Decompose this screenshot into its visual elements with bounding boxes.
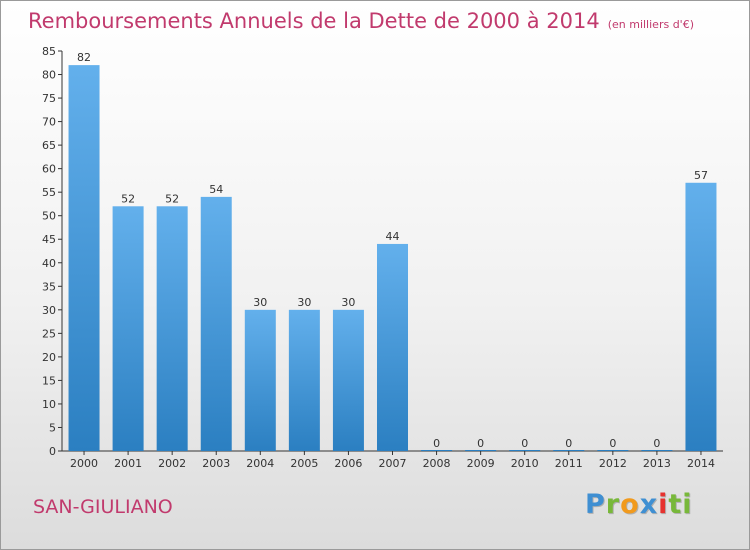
data-label-2008: 0 (433, 437, 440, 450)
x-tick-label: 2007 (379, 457, 407, 470)
bar-2000 (68, 65, 100, 451)
y-tick-label: 30 (42, 304, 56, 317)
bar-2003 (200, 196, 232, 451)
data-label-2001: 52 (121, 192, 135, 205)
bar-2009 (465, 450, 497, 451)
bar-2014 (685, 182, 717, 451)
data-label-2004: 30 (253, 296, 267, 309)
logo-letter: P (585, 489, 606, 520)
data-label-2009: 0 (477, 437, 484, 450)
logo-letter: ti (668, 489, 693, 520)
logo-letter: x (639, 489, 659, 520)
data-label-2005: 30 (297, 296, 311, 309)
bar-2013 (641, 450, 673, 451)
bar-2005 (288, 309, 320, 451)
x-tick-label: 2011 (555, 457, 583, 470)
x-tick-label: 2001 (114, 457, 142, 470)
y-tick-label: 5 (49, 421, 56, 434)
data-label-2002: 52 (165, 192, 179, 205)
chart-bars (68, 65, 717, 451)
bar-2012 (597, 450, 629, 451)
y-tick-label: 20 (42, 351, 56, 364)
data-label-2011: 0 (565, 437, 572, 450)
data-label-2013: 0 (653, 437, 660, 450)
chart-unit-label: (en milliers d'€) (607, 18, 694, 31)
chart-axes: 0 5 10 15 20 25 30 35 40 45 50 55 60 65 70 75 80 85 (42, 45, 723, 458)
y-tick-label: 70 (42, 116, 56, 129)
x-tick-label: 2014 (687, 457, 715, 470)
y-tick-label: 60 (42, 163, 56, 176)
bar-2010 (509, 450, 541, 451)
y-tick-label: 35 (42, 280, 56, 293)
y-tick-label: 45 (42, 233, 56, 246)
data-label-2003: 54 (209, 183, 223, 196)
bar-2002 (156, 206, 188, 451)
y-tick-label: 85 (42, 45, 56, 58)
x-tick-label: 2004 (246, 457, 274, 470)
chart-title: Remboursements Annuels de la Dette de 20… (28, 9, 694, 33)
data-label-2000: 82 (77, 51, 91, 64)
x-tick-label: 2003 (202, 457, 230, 470)
x-tick-label: 2006 (334, 457, 362, 470)
x-tick-label: 2005 (290, 457, 318, 470)
data-label-2006: 30 (341, 296, 355, 309)
data-label-2007: 44 (386, 230, 400, 243)
bar-2011 (553, 450, 585, 451)
y-tick-label: 10 (42, 398, 56, 411)
y-tick-label: 40 (42, 257, 56, 270)
bar-2006 (332, 309, 364, 451)
x-tick-label: 2010 (511, 457, 539, 470)
data-label-2014: 57 (694, 169, 708, 182)
x-tick-label: 2002 (158, 457, 186, 470)
chart-labels: 2000 82 2001 52 2002 52 2003 54 2004 30 2005 30 2006… (70, 51, 715, 470)
bar-2004 (244, 309, 276, 451)
y-tick-label: 65 (42, 139, 56, 152)
x-tick-label: 2008 (423, 457, 451, 470)
x-tick-label: 2000 (70, 457, 98, 470)
logo-letter: r (605, 489, 621, 520)
y-tick-label: 80 (42, 69, 56, 82)
y-tick-label: 55 (42, 186, 56, 199)
y-tick-label: 25 (42, 327, 56, 340)
bar-2007 (377, 243, 408, 451)
x-tick-label: 2012 (599, 457, 627, 470)
y-tick-label: 15 (42, 374, 56, 387)
data-label-2010: 0 (521, 437, 528, 450)
y-tick-label: 75 (42, 92, 56, 105)
y-tick-label: 50 (42, 210, 56, 223)
x-tick-label: 2013 (643, 457, 671, 470)
bar-2001 (112, 206, 144, 451)
proxiti-logo: Proxiti (585, 489, 693, 520)
logo-letter: o (620, 489, 640, 520)
data-label-2012: 0 (609, 437, 616, 450)
x-tick-label: 2009 (467, 457, 495, 470)
logo-letter: i (658, 489, 669, 520)
commune-name: SAN-GIULIANO (33, 496, 173, 518)
y-tick-label: 0 (49, 445, 56, 458)
chart-title-text: Remboursements Annuels de la Dette de 20… (28, 9, 600, 33)
bar-2008 (421, 450, 453, 451)
